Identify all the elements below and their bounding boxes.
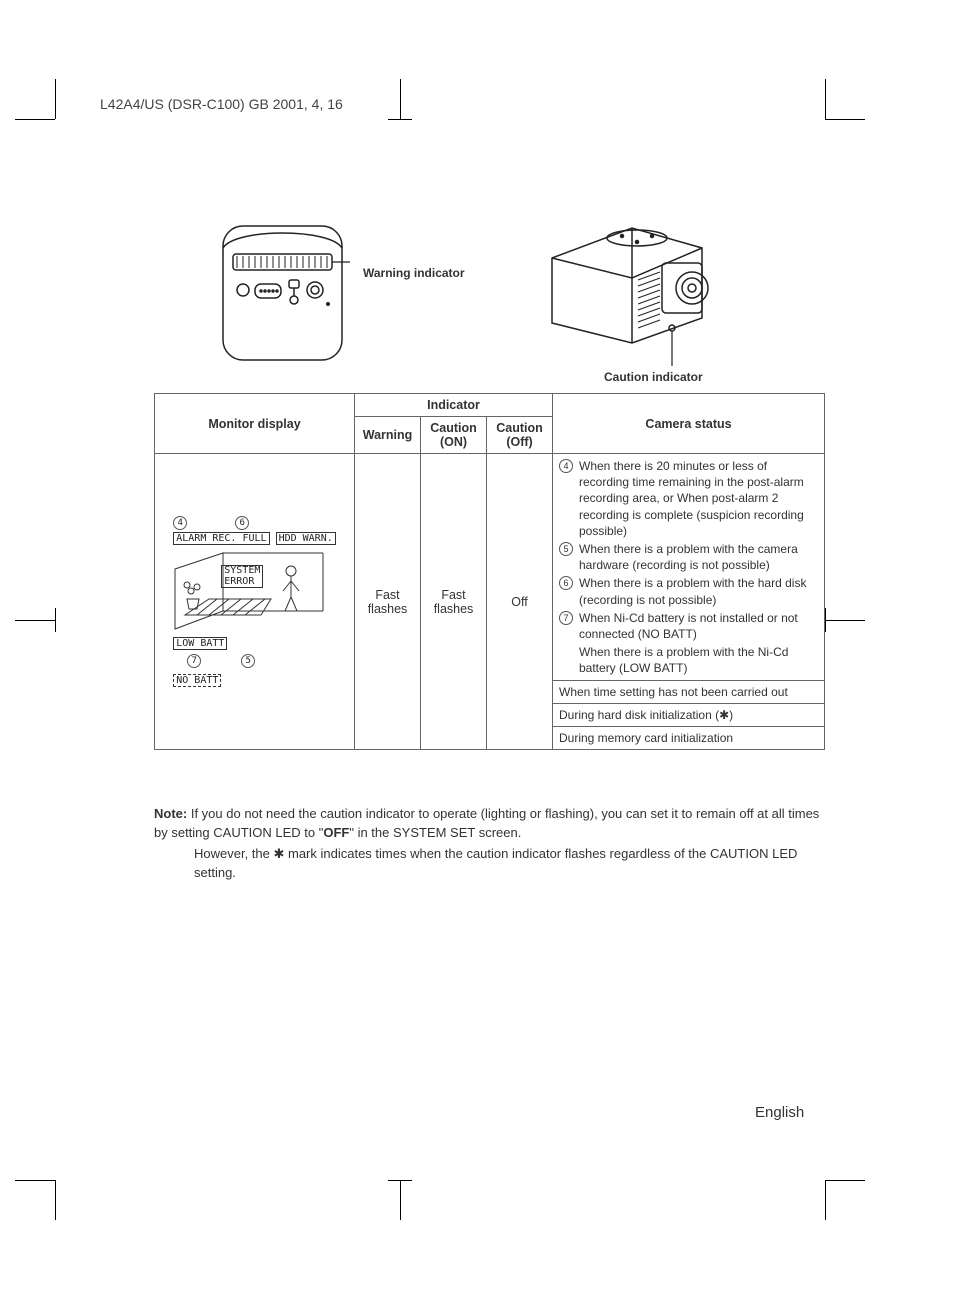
status-text: When there is 20 minutes or less of reco…	[579, 458, 818, 539]
extra-status: When time setting has not been carried o…	[553, 681, 825, 704]
callout-6-icon: 6	[235, 516, 249, 530]
th-warning: Warning	[355, 417, 421, 454]
no-batt-label: NO BATT	[173, 674, 221, 687]
footer-language: English	[755, 1104, 804, 1121]
caution-off-value: Off	[487, 454, 553, 750]
th-monitor-display: Monitor display	[155, 394, 355, 454]
th-caution-off: Caution (Off)	[487, 417, 553, 454]
th-indicator: Indicator	[355, 394, 553, 417]
status-text: When Ni-Cd battery is not installed or n…	[579, 610, 818, 642]
status-text: When there is a problem with the hard di…	[579, 575, 818, 607]
doc-header: L42A4/US (DSR-C100) GB 2001, 4, 16	[100, 96, 343, 112]
status-num-4-icon: 4	[559, 459, 573, 473]
note-block: Note: If you do not need the caution ind…	[154, 805, 825, 882]
callout-7-icon: 7	[187, 654, 201, 668]
note-label: Note:	[154, 806, 187, 821]
note-body-2: However, the ✱ mark indicates times when…	[194, 845, 825, 883]
warning-value: Fast flashes	[355, 454, 421, 750]
note-off: OFF	[323, 825, 349, 840]
warning-indicator-label: Warning indicator	[363, 266, 465, 280]
caution-indicator-label: Caution indicator	[604, 370, 703, 384]
th-caution-on: Caution (ON)	[421, 417, 487, 454]
callout-5-icon: 5	[241, 654, 255, 668]
indicator-table: Monitor display Indicator Camera status …	[154, 393, 825, 750]
hdd-warn-label: HDD WARN.	[276, 532, 336, 545]
extra-status: During memory card initialization	[553, 727, 825, 750]
status-num-7-icon: 7	[559, 611, 573, 625]
note-body: " in the SYSTEM SET screen.	[349, 825, 521, 840]
status-num-6-icon: 6	[559, 576, 573, 590]
caution-on-value: Fast flashes	[421, 454, 487, 750]
extra-status: During hard disk initialization (✱)	[553, 704, 825, 727]
th-camera-status: Camera status	[553, 394, 825, 454]
system-error-label: SYSTEMERROR	[221, 565, 263, 588]
monitor-display-cell: 4 6 ALARM REC. FULL HDD WARN.	[155, 454, 355, 750]
alarm-rec-full-label: ALARM REC. FULL	[173, 532, 269, 545]
callout-4-icon: 4	[173, 516, 187, 530]
scene-illustration: SYSTEMERROR	[173, 551, 328, 631]
status-num-5-icon: 5	[559, 542, 573, 556]
status-text: When there is a problem with the Ni-Cd b…	[579, 644, 818, 676]
camera-status-cell: 4 When there is 20 minutes or less of rec…	[553, 454, 825, 681]
device-camera-illustration	[542, 218, 722, 358]
device-rear-illustration	[215, 218, 350, 368]
low-batt-label: LOW BATT	[173, 637, 227, 650]
status-text: When there is a problem with the camera …	[579, 541, 818, 573]
